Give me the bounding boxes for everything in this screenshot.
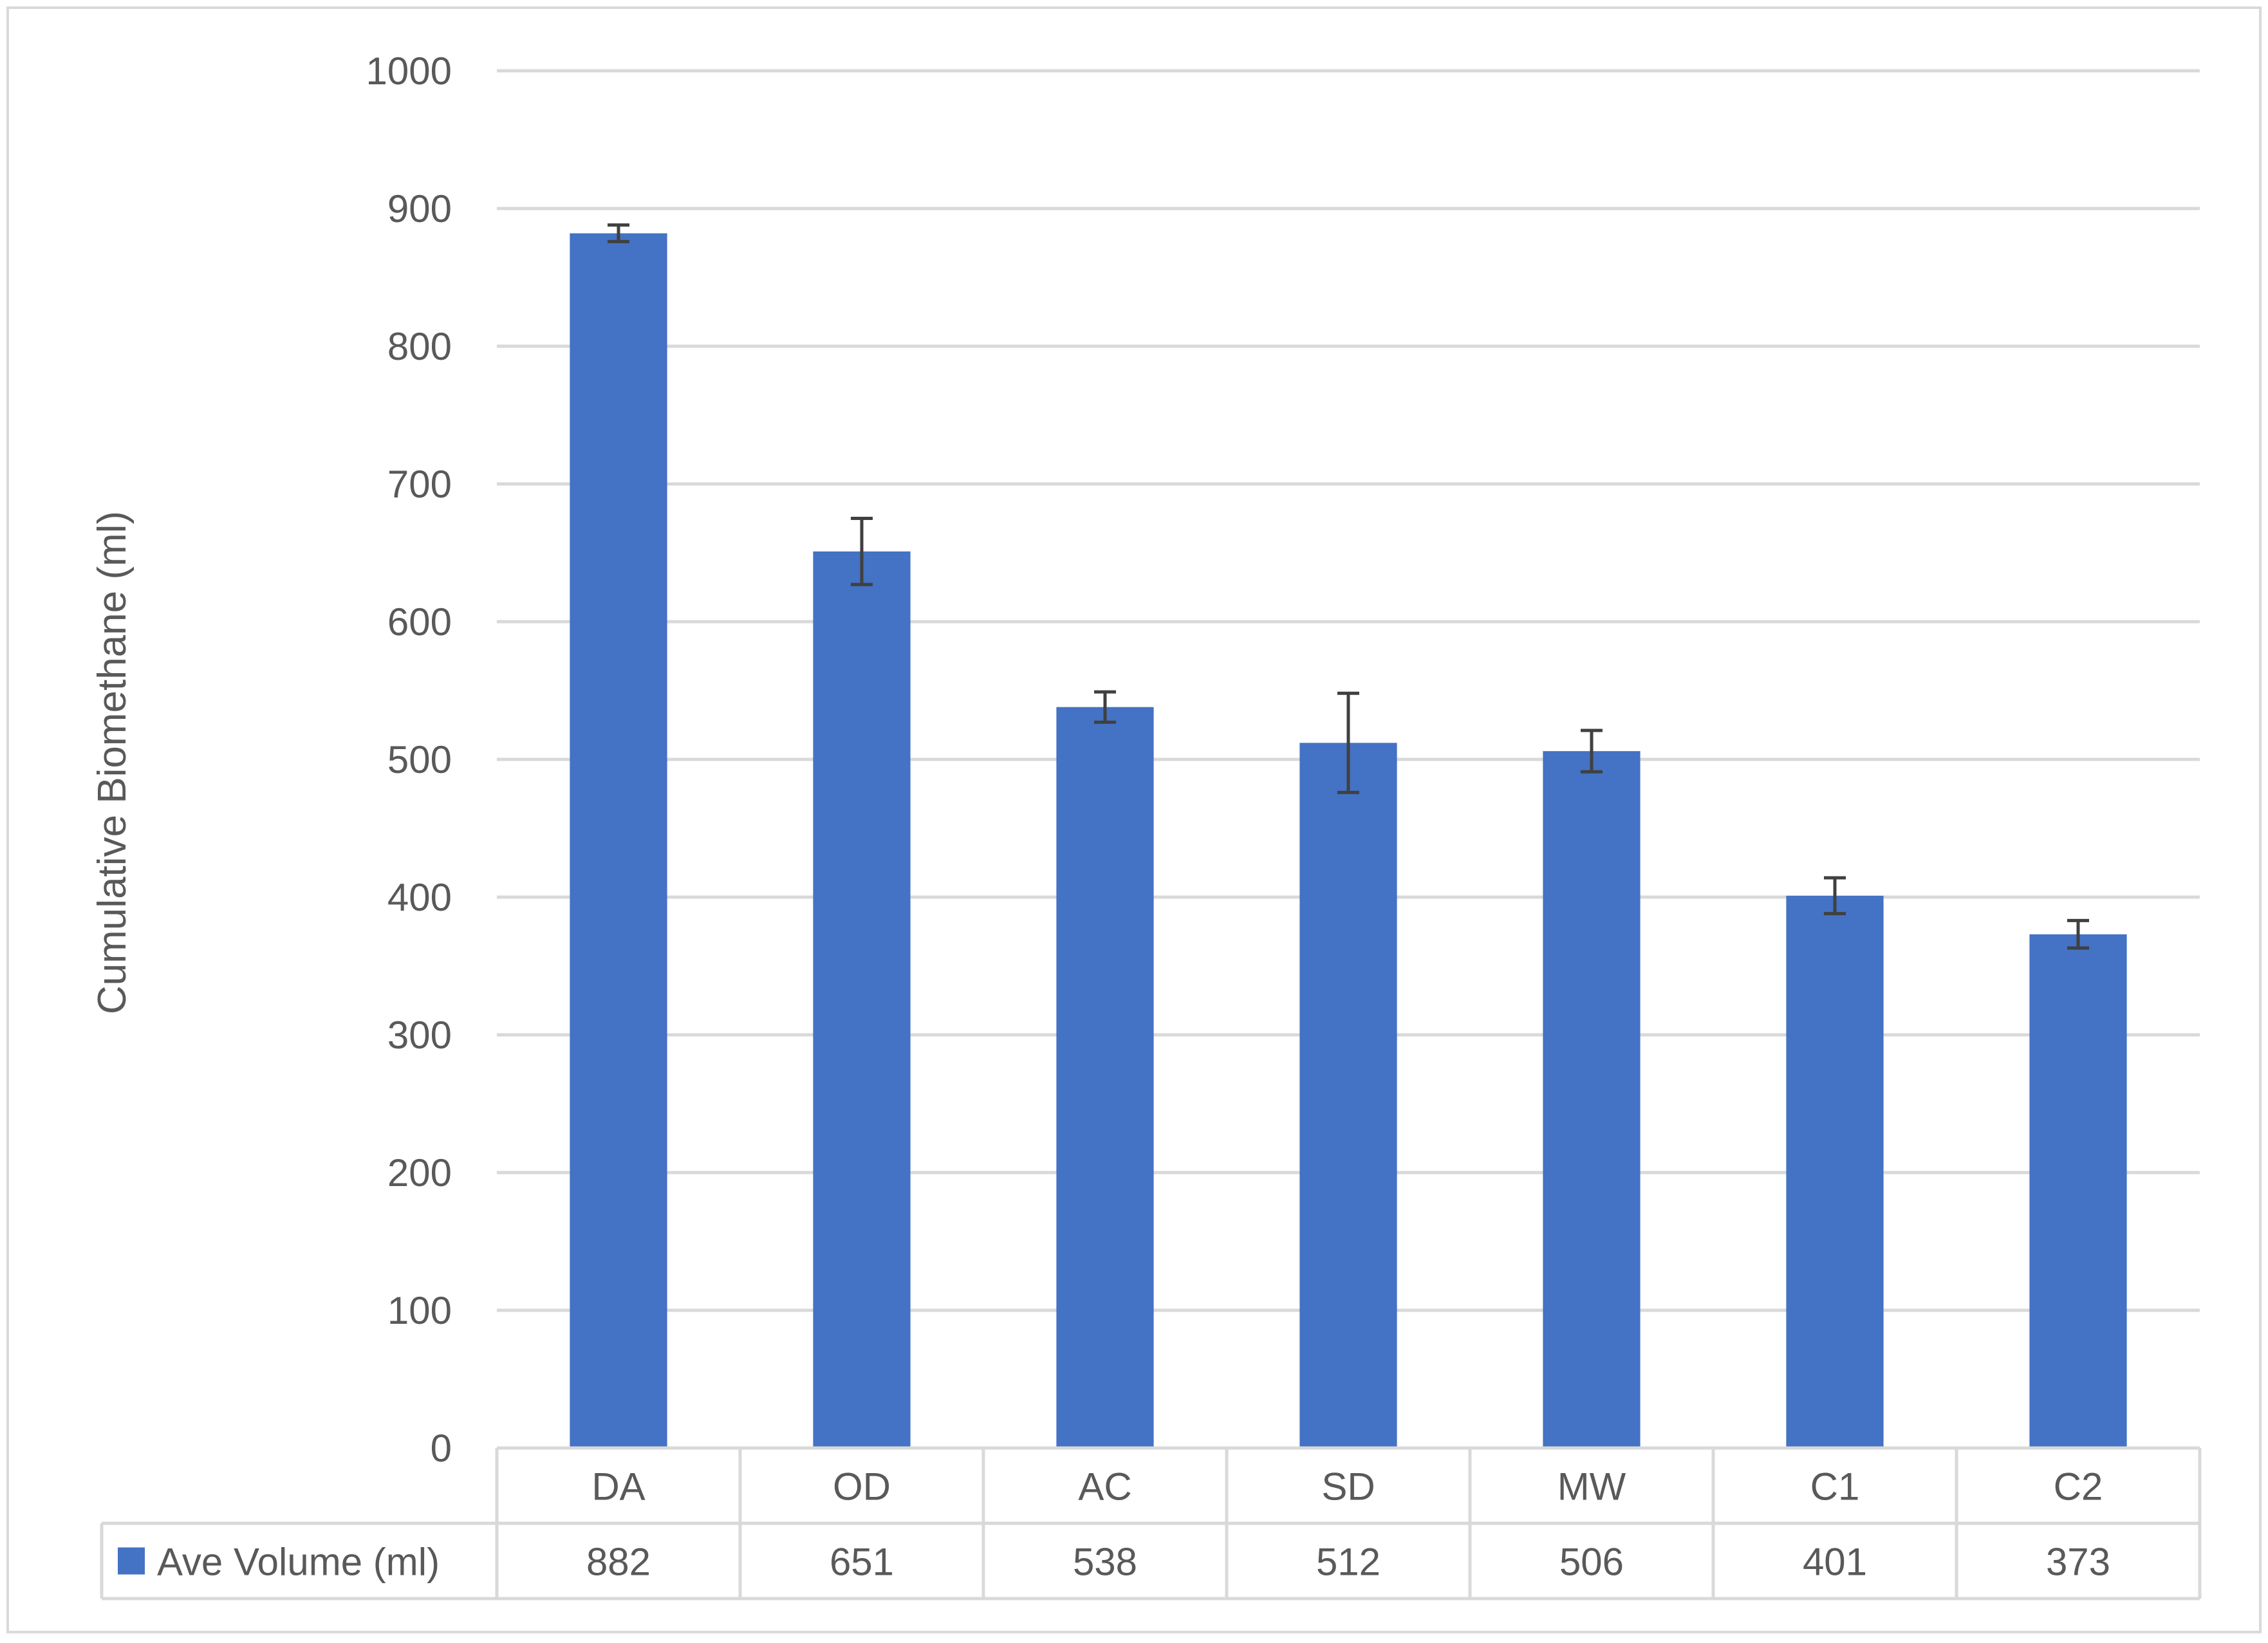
legend-label: Ave Volume (ml): [157, 1541, 440, 1584]
x-tick-label: C2: [2054, 1465, 2103, 1508]
error-bars: [608, 223, 2089, 950]
x-tick-label: SD: [1321, 1465, 1375, 1508]
bars: [570, 233, 2127, 1448]
error-bar-mw: [1581, 729, 1603, 774]
error-bar-ac: [1094, 690, 1116, 724]
y-tick-label: 1000: [366, 50, 452, 93]
x-tick-label: C1: [1810, 1465, 1860, 1508]
y-axis-ticks: 0 100 200 300 400 500 600 700 800 900 1000: [366, 50, 452, 1470]
y-tick-label: 0: [431, 1427, 452, 1470]
y-tick-label: 700: [387, 463, 452, 506]
y-tick-label: 500: [387, 738, 452, 781]
error-bar-c2: [2067, 918, 2089, 950]
data-table-cell: 651: [830, 1541, 894, 1584]
data-table-cell: 506: [1559, 1541, 1624, 1584]
x-tick-label: DA: [591, 1465, 645, 1508]
y-tick-label: 200: [387, 1151, 452, 1194]
error-bar-od: [851, 517, 873, 586]
bar-c2: [2029, 934, 2127, 1448]
bar-ac: [1056, 707, 1154, 1448]
y-axis-label: Cumulative Biomethane (ml): [90, 511, 135, 1014]
y-tick-label: 800: [387, 325, 452, 368]
bar-sd: [1299, 743, 1397, 1448]
bar-c1: [1786, 895, 1884, 1448]
x-tick-label: OD: [833, 1465, 891, 1508]
error-bar-da: [608, 223, 629, 243]
data-table: DA OD AC SD MW C1 C2 882 651 538 512 506 401 373 Ave V…: [100, 1446, 2202, 1601]
y-tick-label: 600: [387, 600, 452, 644]
y-tick-label: 100: [387, 1289, 452, 1332]
data-table-cell: 882: [586, 1541, 651, 1584]
y-tick-label: 900: [387, 187, 452, 230]
gridlines: [497, 69, 2200, 1312]
legend-key-swatch: [118, 1547, 145, 1575]
y-tick-label: 400: [387, 876, 452, 919]
error-bar-c1: [1824, 876, 1846, 916]
x-tick-label: AC: [1078, 1465, 1131, 1508]
data-table-cell: 401: [1803, 1541, 1867, 1584]
y-tick-label: 300: [387, 1014, 452, 1057]
bar-da: [570, 233, 667, 1448]
bar-mw: [1543, 751, 1641, 1448]
bar-od: [813, 551, 911, 1448]
error-bar-sd: [1337, 691, 1359, 794]
data-table-cell: 538: [1073, 1541, 1137, 1584]
x-tick-label: MW: [1557, 1465, 1626, 1508]
data-table-cell: 512: [1316, 1541, 1380, 1584]
data-table-cell: 373: [2046, 1541, 2110, 1584]
